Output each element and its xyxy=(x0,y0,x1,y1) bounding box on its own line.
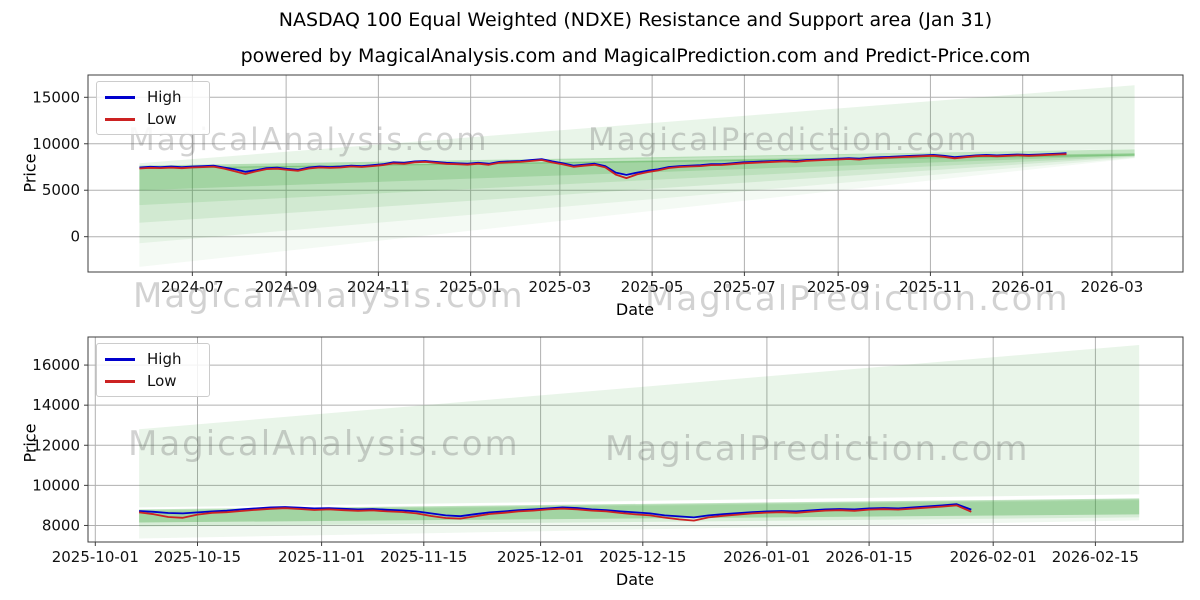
svg-text:15000: 15000 xyxy=(32,88,80,106)
svg-text:2025-01: 2025-01 xyxy=(439,278,502,296)
figure-subtitle: powered by MagicalAnalysis.com and Magic… xyxy=(240,45,1031,67)
svg-text:16000: 16000 xyxy=(32,356,80,374)
watermark-prediction-top: MagicalPrediction.com xyxy=(588,122,979,158)
svg-text:2025-12-01: 2025-12-01 xyxy=(497,548,584,566)
svg-text:10000: 10000 xyxy=(32,135,80,153)
bottom-chart-ylabel: Price xyxy=(20,423,40,463)
svg-text:2025-05: 2025-05 xyxy=(621,278,684,296)
high-line-swatch xyxy=(105,95,135,99)
svg-text:2024-07: 2024-07 xyxy=(161,278,224,296)
legend-item-low: Low xyxy=(105,370,201,392)
svg-text:2026-03: 2026-03 xyxy=(1081,278,1144,296)
svg-text:2026-02-15: 2026-02-15 xyxy=(1052,548,1139,566)
low-line-swatch xyxy=(105,117,135,121)
svg-text:5000: 5000 xyxy=(42,181,80,199)
legend-label-high: High xyxy=(147,88,182,106)
svg-text:10000: 10000 xyxy=(32,476,80,494)
high-line-swatch xyxy=(105,357,135,361)
svg-text:2025-11-01: 2025-11-01 xyxy=(278,548,365,566)
svg-text:2025-10-01: 2025-10-01 xyxy=(52,548,139,566)
svg-text:2025-07: 2025-07 xyxy=(713,278,776,296)
svg-text:0: 0 xyxy=(70,228,80,246)
svg-text:2024-11: 2024-11 xyxy=(347,278,410,296)
top-chart-ylabel: Price xyxy=(20,153,40,193)
svg-text:12000: 12000 xyxy=(32,436,80,454)
svg-text:2025-10-15: 2025-10-15 xyxy=(154,548,241,566)
watermark-analysis-bottom: MagicalAnalysis.com xyxy=(128,424,520,464)
bottom-chart-xlabel: Date xyxy=(615,570,655,589)
svg-text:2025-09: 2025-09 xyxy=(807,278,870,296)
svg-text:2026-02-01: 2026-02-01 xyxy=(950,548,1037,566)
legend-item-high: High xyxy=(105,348,201,370)
bottom-chart-legend: High Low xyxy=(96,343,210,397)
svg-text:2025-03: 2025-03 xyxy=(529,278,592,296)
svg-text:2026-01-15: 2026-01-15 xyxy=(826,548,913,566)
low-line-swatch xyxy=(105,379,135,383)
legend-label-high: High xyxy=(147,350,182,368)
svg-text:2025-12-15: 2025-12-15 xyxy=(599,548,686,566)
legend-item-low: Low xyxy=(105,108,201,130)
top-chart-xlabel: Date xyxy=(615,300,655,319)
watermark-prediction-bottom: MagicalPrediction.com xyxy=(605,429,1030,469)
svg-text:2024-09: 2024-09 xyxy=(255,278,318,296)
legend-item-high: High xyxy=(105,86,201,108)
legend-label-low: Low xyxy=(147,110,177,128)
top-chart-legend: High Low xyxy=(96,81,210,135)
watermark-analysis-middle: MagicalAnalysis.com xyxy=(133,276,525,316)
svg-text:2026-01-01: 2026-01-01 xyxy=(723,548,810,566)
figure-title: NASDAQ 100 Equal Weighted (NDXE) Resista… xyxy=(278,9,993,31)
svg-text:2025-11: 2025-11 xyxy=(899,278,962,296)
svg-text:8000: 8000 xyxy=(42,516,80,534)
svg-text:14000: 14000 xyxy=(32,396,80,414)
legend-label-low: Low xyxy=(147,372,177,390)
svg-text:2025-11-15: 2025-11-15 xyxy=(380,548,467,566)
svg-text:2026-01: 2026-01 xyxy=(991,278,1054,296)
watermark-prediction-middle: MagicalPrediction.com xyxy=(645,279,1070,319)
